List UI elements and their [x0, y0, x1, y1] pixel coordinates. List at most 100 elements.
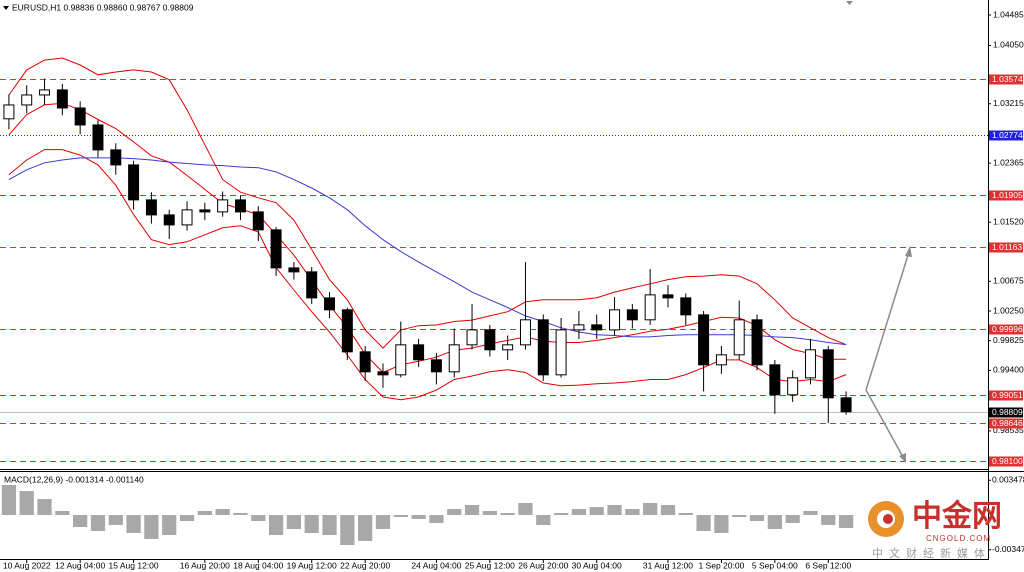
candle-body — [324, 297, 336, 311]
macd-bar — [286, 515, 302, 529]
macd-bar — [55, 511, 70, 515]
x-tick-label: 5 Sep 04:00 — [752, 560, 798, 570]
candle-body — [644, 294, 656, 321]
macd-bar — [429, 515, 444, 523]
candle-body — [733, 319, 745, 356]
candle-body — [822, 349, 834, 399]
macd-bar — [268, 515, 284, 535]
chart-title: EURUSD,H1 0.98836 0.98860 0.98767 0.9880… — [12, 2, 194, 12]
macd-bar — [518, 503, 533, 515]
candle-body — [3, 104, 15, 120]
macd-bar — [767, 515, 782, 529]
x-tick-label: 31 Aug 12:00 — [643, 560, 693, 570]
scroll-marker — [846, 1, 853, 5]
macd-bar — [126, 515, 141, 533]
candle-body — [341, 309, 353, 353]
candle-body — [502, 344, 514, 351]
x-tick-label: 30 Aug 04:00 — [572, 560, 622, 570]
macd-bar — [678, 513, 693, 515]
x-tick-label: 24 Aug 04:00 — [411, 560, 461, 570]
macd-title: MACD(12,26,9) -0.001314 -0.001140 — [4, 474, 144, 484]
macd-bar — [447, 509, 462, 515]
macd-bar — [607, 505, 622, 515]
indicator-line — [8, 149, 847, 401]
candle-body — [573, 324, 585, 331]
macd-y-tick-label: 0.003478 — [992, 474, 1024, 484]
level-label-box — [989, 418, 1023, 429]
x-tick-label: 22 Aug 20:00 — [340, 560, 390, 570]
indicator-line — [8, 57, 847, 349]
macd-bar — [322, 515, 337, 535]
x-tick-label: 10 Aug 2022 — [3, 560, 51, 570]
macd-bar — [37, 499, 52, 515]
arrow-up — [865, 251, 910, 391]
y-tick-label: 0.99400 — [993, 365, 1024, 375]
macd-bar — [340, 515, 355, 545]
level-label-box — [989, 190, 1023, 201]
candle-body — [484, 329, 496, 351]
candle-body — [306, 271, 318, 299]
macd-bar — [589, 507, 604, 515]
x-tick-label: 19 Aug 12:00 — [287, 560, 337, 570]
x-tick-label: 6 Sep 12:00 — [805, 560, 851, 570]
macd-bar — [73, 515, 88, 527]
x-tick-label: 12 Aug 04:00 — [55, 560, 105, 570]
x-tick-label: 1 Sep 20:00 — [698, 560, 744, 570]
macd-bar — [393, 515, 408, 517]
watermark-title: 中金网 — [912, 499, 1002, 533]
candle-body — [110, 149, 122, 166]
macd-bar — [197, 511, 212, 515]
candle-body — [751, 319, 763, 366]
level-label-box — [989, 390, 1023, 401]
candle-body — [609, 309, 621, 331]
y-tick-label: 0.99825 — [993, 335, 1024, 345]
candle-body — [377, 371, 389, 376]
candles-layer — [3, 78, 852, 424]
macd-bar — [411, 515, 426, 519]
candle-body — [715, 354, 727, 366]
candle-body — [680, 297, 692, 316]
macd-bar — [821, 515, 836, 525]
candle-body — [359, 351, 371, 373]
x-tick-label: 25 Aug 12:00 — [465, 560, 515, 570]
candle-body — [163, 214, 175, 226]
y-tick-label: 1.02365 — [993, 157, 1024, 167]
candle-body — [74, 107, 86, 126]
macd-bar — [660, 505, 676, 515]
macd-bar — [749, 515, 765, 521]
forecast-arrows — [865, 246, 912, 463]
candle-body — [199, 209, 211, 213]
macd-bar — [464, 505, 480, 515]
levels-layer — [0, 79, 988, 462]
x-tick-label: 18 Aug 04:00 — [233, 560, 283, 570]
candle-body — [555, 329, 567, 376]
last-price-box — [989, 407, 1023, 418]
x-tick-label: 26 Aug 20:00 — [518, 560, 568, 570]
candle-body — [662, 294, 674, 299]
macd-bar — [714, 515, 729, 533]
macd-y-tick-label: -0.003478 — [992, 544, 1024, 554]
candle-body — [39, 89, 51, 96]
level-label: 1.01163 — [992, 242, 1022, 252]
symbol-menu-icon[interactable] — [3, 6, 9, 10]
candle-body — [270, 229, 282, 269]
macd-bar — [536, 515, 551, 525]
macd-bar — [162, 515, 177, 535]
macd-bar — [785, 515, 800, 523]
macd-bar — [696, 515, 711, 531]
macd-bar — [375, 515, 391, 529]
candle-body — [395, 344, 407, 376]
y-tick-label: 1.04050 — [993, 40, 1024, 50]
watermark-site: CNGOLD.COM — [926, 534, 991, 543]
candle-body — [430, 359, 442, 373]
candle-body — [252, 211, 264, 231]
level-label: 1.01905 — [992, 190, 1023, 200]
y-tick-label: 1.03215 — [993, 98, 1024, 108]
candle-body — [804, 349, 816, 379]
macd-bar — [643, 503, 658, 515]
candle-body — [537, 319, 549, 376]
y-tick-label: 1.00250 — [993, 305, 1024, 315]
level-label: 1.02774 — [992, 130, 1023, 140]
